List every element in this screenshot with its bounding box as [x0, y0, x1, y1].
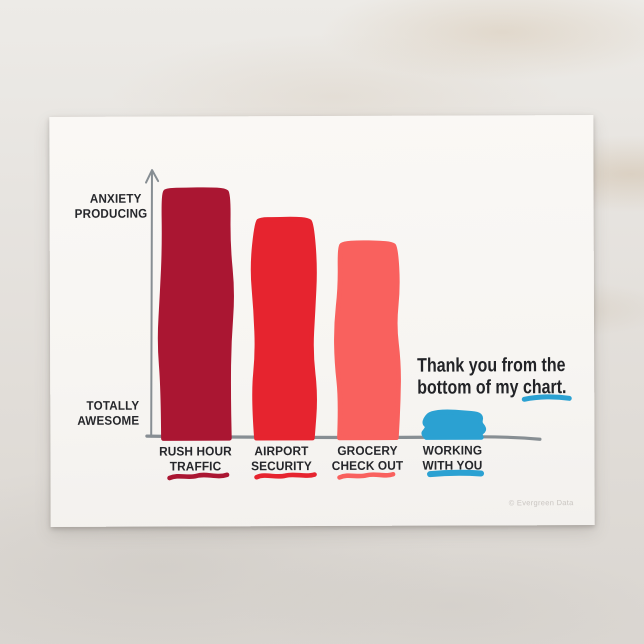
underline-grocery-check-out [337, 471, 396, 480]
bars-group [157, 187, 487, 441]
y-axis [150, 170, 153, 438]
underline-chart-word [521, 394, 572, 402]
thank-you-message-line1: Thank you from the [417, 354, 566, 377]
category-label-rush-hour-traffic: RUSH HOUR TRAFFIC [159, 444, 232, 473]
category-label-line: WORKING [422, 443, 483, 458]
underline-airport-security [254, 472, 317, 480]
chart-canvas [145, 169, 572, 481]
underline-working-with-you [427, 469, 485, 478]
category-label-line: CHECK OUT [331, 458, 404, 473]
bar-grocery-check-out [334, 240, 401, 441]
thank-you-message-line2: bottom of my chart. [417, 376, 567, 399]
category-label-line: GROCERY [337, 443, 398, 458]
category-label-airport-security: AIRPORT SECURITY [251, 444, 312, 473]
bar-working-with-you [421, 409, 487, 440]
y-axis-label-top-line2: PRODUCING [74, 206, 148, 221]
category-label-line: AIRPORT [254, 444, 309, 459]
y-axis-label-bottom-line2: AWESOME [77, 413, 140, 428]
category-label-grocery-check-out: GROCERY CHECK OUT [332, 444, 404, 473]
y-axis-label-top-line1: ANXIETY [89, 191, 142, 206]
y-axis-label-bottom-line1: TOTALLY [86, 398, 140, 413]
y-axis-arrowhead-icon [145, 169, 160, 184]
postcard: ANXIETY PRODUCING TOTALLY AWESOME RUSH H… [49, 115, 595, 527]
category-label-line: TRAFFIC [169, 458, 222, 474]
category-label-line: SECURITY [251, 458, 312, 473]
bar-airport-security [250, 216, 317, 441]
underline-rush-hour-traffic [167, 472, 230, 481]
category-label-line: RUSH HOUR [159, 444, 232, 459]
category-label-working-with-you: WORKING WITH YOU [422, 443, 483, 473]
underlines-group [167, 394, 572, 481]
watermark-text: © Evergreen Data [508, 498, 574, 508]
bar-rush-hour-traffic [157, 187, 234, 441]
y-axis-label-top: ANXIETY PRODUCING [74, 191, 148, 222]
thank-you-message: Thank you from the bottom of my chart. [417, 354, 566, 399]
category-label-line: WITH YOU [422, 457, 483, 473]
y-axis-label-bottom: TOTALLY AWESOME [72, 399, 139, 429]
